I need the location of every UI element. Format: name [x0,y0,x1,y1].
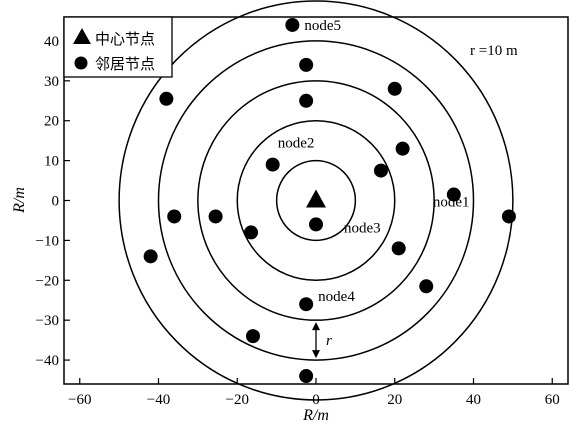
neighbor-node-marker [159,91,174,106]
node-label-group: node3 node2 node1 node4 node5 [278,18,470,305]
x-axis-title: R/m [302,407,329,424]
neighbor-node-marker [265,157,280,172]
y-tick-label: 20 [44,114,59,130]
legend-center-label: 中心节点 [95,30,155,48]
legend-circle-marker [74,56,88,70]
center-node-marker [306,189,326,208]
radius-arrow-group: r [312,322,332,359]
y-tick-label: −20 [36,273,59,289]
legend-triangle-marker [73,28,91,44]
neighbor-node-marker [309,217,323,232]
x-tick-label: −60 [68,392,91,408]
neighbor-node-marker [167,209,182,224]
node-label-node1: node1 [433,195,470,211]
neighbor-node-marker [285,17,300,32]
y-tick-label: −40 [36,353,59,369]
legend: 中心节点 邻居节点 [63,16,173,78]
neighbor-node-marker [391,241,406,256]
range-ring-1 [275,159,357,242]
neighbor-node-marker [246,329,260,344]
range-ring-4 [157,40,475,361]
y-tick-label: 30 [44,74,59,90]
radius-arrow-label: r [326,333,332,349]
x-tick-label: −20 [226,392,249,408]
legend-neighbor-label: 邻居节点 [95,55,155,73]
y-tick-label: 0 [52,194,60,210]
neighbor-node-marker [446,187,461,202]
radius-annotation: r =10 m [470,43,518,59]
neighbor-node-marker [244,225,259,240]
node-label-node2: node2 [278,136,315,152]
neighbor-node-marker [208,209,223,224]
x-tick-label: −40 [147,392,170,408]
radius-arrow-head-up [312,322,320,331]
range-ring-3 [197,80,435,321]
neighbor-node-marker [419,279,434,294]
y-axis-title: R/m [11,187,28,214]
neighbor-node-marker [299,297,314,312]
x-tick-label: 20 [387,392,402,408]
y-tick-label: −10 [36,233,59,249]
y-tick-label: 40 [44,34,59,50]
neighbor-node-marker [143,249,158,264]
neighbor-node-marker [299,57,314,72]
neighbor-node-marker [299,369,314,384]
neighbor-node-marker [373,163,388,178]
range-ring-5 [118,0,514,401]
neighbor-node-marker [395,141,410,156]
y-tick-label: 10 [44,154,59,170]
node-label-node5: node5 [304,18,341,34]
node-label-node3: node3 [344,220,381,236]
x-tick-label: 60 [545,392,560,408]
neighbor-node-marker [299,93,314,108]
range-ring-2 [236,119,396,282]
tick-group: −60 −40 −20 0 20 40 60 −40 −30 −20 −10 0 10 20 30 40 [36,34,560,408]
node-label-node4: node4 [318,289,355,305]
radius-arrow-head-down [312,350,320,359]
x-tick-label: 40 [466,392,481,408]
point-group [143,17,516,384]
y-tick-label: −30 [36,313,59,329]
neighbor-node-marker [501,209,516,224]
neighbor-node-marker [387,81,402,96]
ring-group [118,0,514,401]
x-tick-label: 0 [312,392,320,408]
